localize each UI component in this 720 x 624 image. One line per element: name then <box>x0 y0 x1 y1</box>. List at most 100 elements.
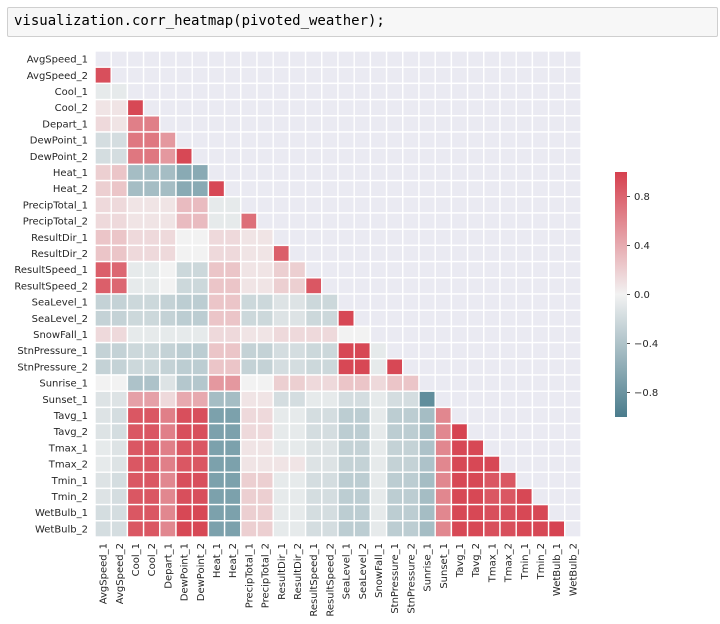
masked-cell <box>466 82 485 101</box>
masked-cell <box>402 196 420 214</box>
heatmap-cell <box>110 179 129 198</box>
heatmap-cell <box>418 422 436 441</box>
masked-cell <box>126 82 145 101</box>
heatmap-cell <box>321 374 339 392</box>
masked-cell <box>466 163 485 182</box>
y-tick-label: Tmax_2 <box>48 460 88 471</box>
heatmap-cell <box>288 439 307 457</box>
code-cell[interactable]: visualization.corr_heatmap(pivoted_weath… <box>7 7 718 37</box>
heatmap-cell <box>94 98 112 117</box>
heatmap-cell <box>94 325 112 344</box>
masked-cell <box>434 131 453 149</box>
masked-cell <box>418 228 436 247</box>
heatmap-cell <box>142 163 161 182</box>
masked-cell <box>515 406 534 425</box>
heatmap-cell <box>353 471 372 490</box>
heatmap-cell <box>207 374 226 392</box>
heatmap-cell <box>126 260 145 279</box>
heatmap-cell <box>515 503 534 522</box>
heatmap-cell <box>499 487 517 506</box>
masked-cell <box>256 50 274 68</box>
masked-cell <box>531 374 550 392</box>
masked-cell <box>450 406 469 425</box>
heatmap-cell <box>483 455 501 473</box>
heatmap-cell <box>304 374 323 392</box>
y-tick-label: Tavg_1 <box>53 411 88 422</box>
masked-cell <box>385 212 404 230</box>
masked-cell <box>402 131 420 149</box>
heatmap-cell <box>159 374 177 392</box>
heatmap-cell <box>223 212 242 230</box>
masked-cell <box>418 163 436 182</box>
heatmap-cell <box>175 325 193 344</box>
masked-cell <box>304 179 323 198</box>
masked-cell <box>353 179 372 198</box>
heatmap-cell <box>175 503 193 522</box>
heatmap-cell <box>126 115 145 133</box>
heatmap-cell <box>223 406 242 425</box>
heatmap-cell <box>369 390 388 409</box>
heatmap-cell <box>418 455 436 473</box>
masked-cell <box>402 179 420 198</box>
heatmap-cell <box>321 520 339 538</box>
masked-cell <box>337 66 355 85</box>
masked-cell <box>466 196 485 214</box>
heatmap-cell <box>240 228 258 247</box>
heatmap-cell <box>240 390 258 409</box>
heatmap-cell <box>418 439 436 457</box>
masked-cell <box>385 147 404 166</box>
heatmap-cell <box>175 228 193 247</box>
heatmap-cell <box>207 358 226 376</box>
masked-cell <box>564 358 582 376</box>
heatmap-cell <box>159 277 177 295</box>
masked-cell <box>434 228 453 247</box>
heatmap-cell <box>288 309 307 328</box>
heatmap-cell <box>256 277 274 295</box>
heatmap-cell <box>94 503 112 522</box>
masked-cell <box>369 50 388 68</box>
masked-cell <box>434 82 453 101</box>
heatmap-cell <box>402 503 420 522</box>
masked-cell <box>256 131 274 149</box>
heatmap-cell <box>321 455 339 473</box>
heatmap-cell <box>110 341 129 360</box>
masked-cell <box>418 179 436 198</box>
heatmap-cell <box>159 487 177 506</box>
masked-cell <box>564 341 582 360</box>
masked-cell <box>547 374 566 392</box>
heatmap-cell <box>110 487 129 506</box>
heatmap-cell <box>223 520 242 538</box>
masked-cell <box>207 163 226 182</box>
masked-cell <box>337 212 355 230</box>
masked-cell <box>564 82 582 101</box>
masked-cell <box>272 98 291 117</box>
masked-cell <box>385 82 404 101</box>
heatmap-cell <box>272 471 291 490</box>
masked-cell <box>369 260 388 279</box>
masked-cell <box>353 309 372 328</box>
heatmap-cell <box>256 374 274 392</box>
masked-cell <box>450 66 469 85</box>
heatmap-cell <box>223 390 242 409</box>
masked-cell <box>547 471 566 490</box>
heatmap-cell <box>304 503 323 522</box>
heatmap-cell <box>369 471 388 490</box>
masked-cell <box>531 82 550 101</box>
masked-cell <box>369 98 388 117</box>
masked-cell <box>434 260 453 279</box>
masked-cell <box>499 163 517 182</box>
heatmap-cell <box>240 244 258 263</box>
masked-cell <box>483 358 501 376</box>
heatmap-cell <box>321 358 339 376</box>
masked-cell <box>466 179 485 198</box>
x-tick-label: StnPressure_1 <box>390 543 401 614</box>
heatmap-cell <box>321 439 339 457</box>
heatmap-cell <box>402 439 420 457</box>
heatmap-cell <box>337 390 355 409</box>
heatmap-cell <box>272 439 291 457</box>
heatmap-cell <box>110 163 129 182</box>
masked-cell <box>369 131 388 149</box>
heatmap-cell <box>191 179 210 198</box>
heatmap-cell <box>223 487 242 506</box>
masked-cell <box>483 439 501 457</box>
